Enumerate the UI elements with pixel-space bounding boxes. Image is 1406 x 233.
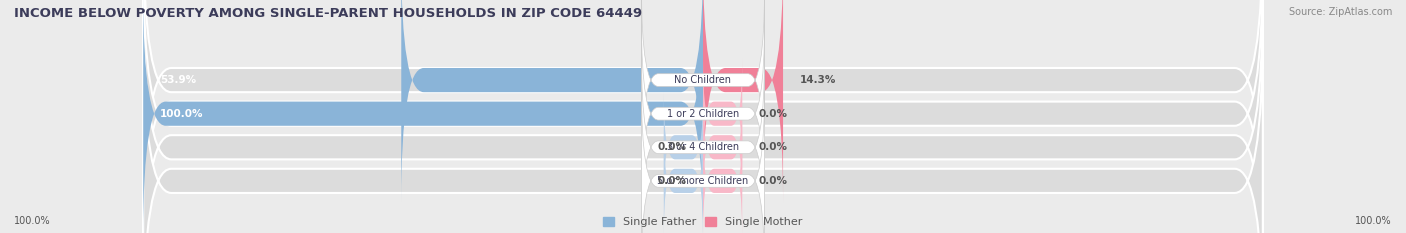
Text: Source: ZipAtlas.com: Source: ZipAtlas.com [1288,7,1392,17]
Text: 0.0%: 0.0% [759,176,787,186]
Text: 100.0%: 100.0% [160,109,204,119]
FancyBboxPatch shape [143,25,1263,233]
FancyBboxPatch shape [703,0,783,202]
Text: 14.3%: 14.3% [800,75,837,85]
Text: INCOME BELOW POVERTY AMONG SINGLE-PARENT HOUSEHOLDS IN ZIP CODE 64449: INCOME BELOW POVERTY AMONG SINGLE-PARENT… [14,7,643,20]
FancyBboxPatch shape [641,19,765,208]
Text: 100.0%: 100.0% [1355,216,1392,226]
FancyBboxPatch shape [703,126,742,233]
Text: No Children: No Children [675,75,731,85]
FancyBboxPatch shape [641,86,765,233]
Text: 100.0%: 100.0% [14,216,51,226]
FancyBboxPatch shape [143,0,1263,233]
FancyBboxPatch shape [143,0,1263,233]
FancyBboxPatch shape [401,0,703,202]
FancyBboxPatch shape [641,0,765,175]
Text: 0.0%: 0.0% [657,176,686,186]
FancyBboxPatch shape [143,0,1263,233]
FancyBboxPatch shape [664,92,703,202]
Text: 5 or more Children: 5 or more Children [658,176,748,186]
FancyBboxPatch shape [641,53,765,233]
FancyBboxPatch shape [143,0,703,233]
Text: 0.0%: 0.0% [759,142,787,152]
Text: 0.0%: 0.0% [657,142,686,152]
Text: 0.0%: 0.0% [759,109,787,119]
Text: 1 or 2 Children: 1 or 2 Children [666,109,740,119]
FancyBboxPatch shape [703,58,742,169]
Legend: Single Father, Single Mother: Single Father, Single Mother [603,217,803,227]
FancyBboxPatch shape [664,126,703,233]
Text: 3 or 4 Children: 3 or 4 Children [666,142,740,152]
FancyBboxPatch shape [703,92,742,202]
Text: 53.9%: 53.9% [160,75,195,85]
